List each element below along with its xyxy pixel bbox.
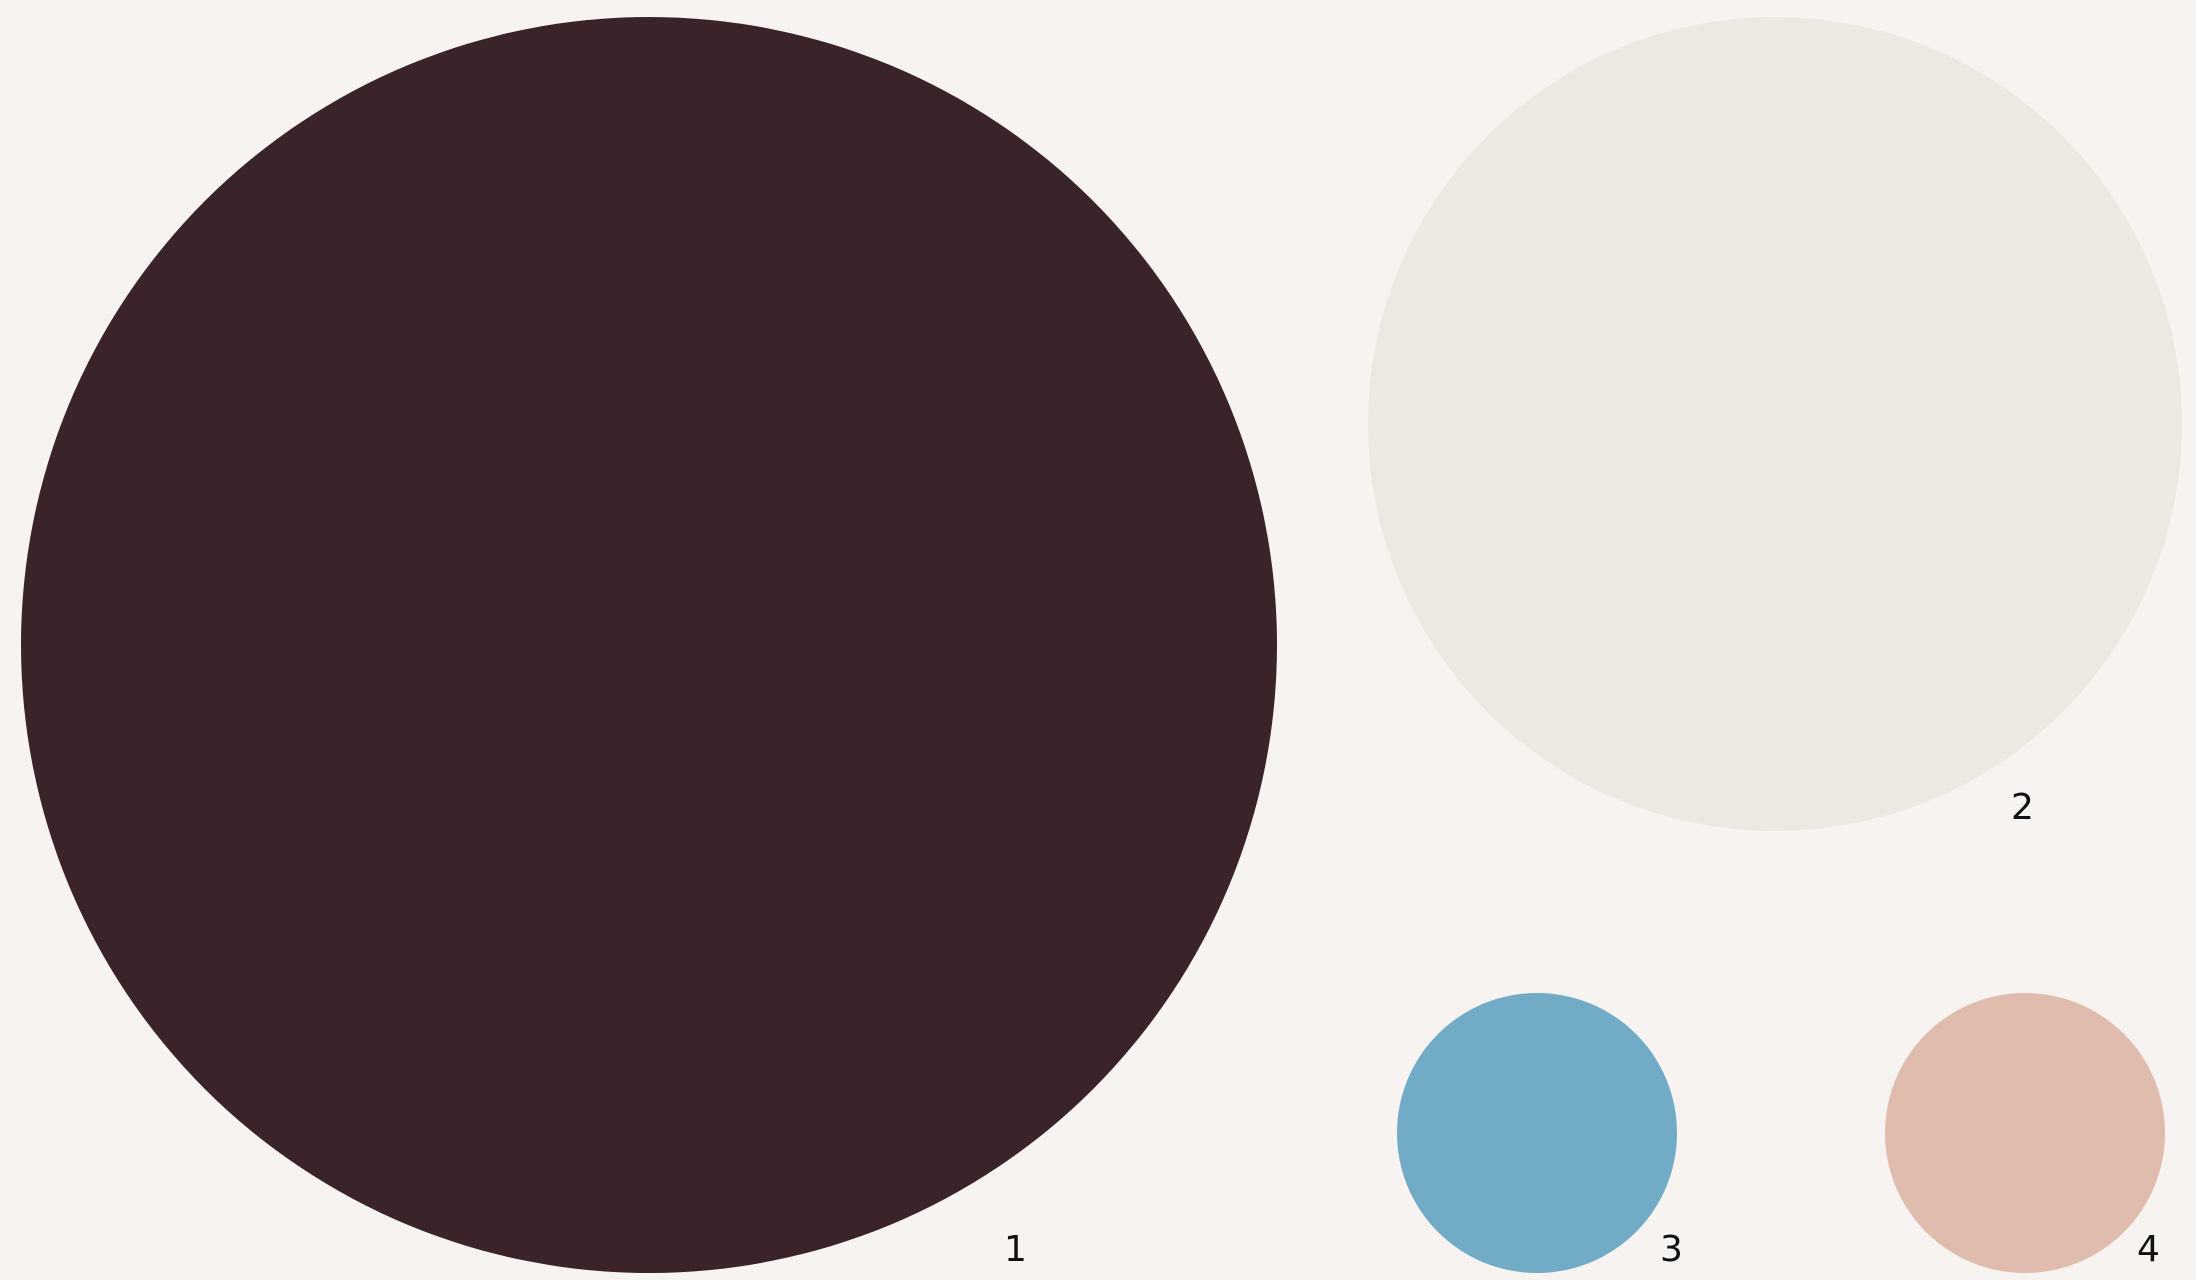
color-swatch-3 <box>1397 993 1677 1273</box>
color-swatch-1 <box>21 17 1277 1273</box>
swatch-label-3: 3 <box>1660 1229 1683 1270</box>
swatch-label-2: 2 <box>2011 787 2034 828</box>
color-swatch-4 <box>1885 993 2165 1273</box>
swatch-label-1: 1 <box>1004 1229 1027 1270</box>
swatch-label-4: 4 <box>2137 1229 2160 1270</box>
color-swatch-2 <box>1368 17 2182 831</box>
